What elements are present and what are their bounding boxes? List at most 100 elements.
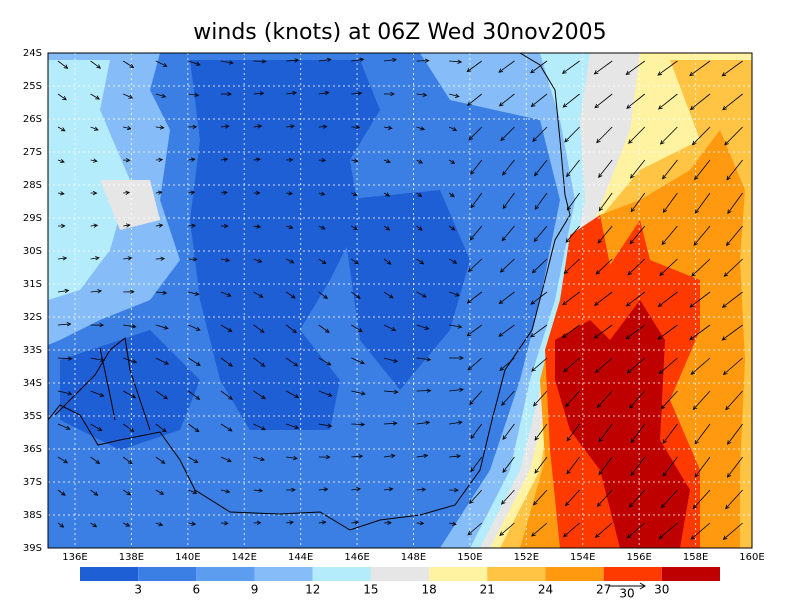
- wind-arrow-head: [500, 136, 505, 142]
- wind-arrow: [470, 423, 483, 439]
- lon-label: 154E: [570, 552, 595, 563]
- wind-arrow-head: [594, 301, 599, 306]
- wind-arrow-head: [466, 331, 472, 337]
- wind-arrow-head: [157, 190, 163, 195]
- wind-arrow-head: [66, 322, 72, 327]
- wind-arrow-head: [452, 521, 457, 526]
- wind-arrow-head: [387, 125, 393, 130]
- wind-arrow-head: [260, 457, 265, 462]
- wind-arrow-head: [131, 324, 137, 329]
- wind-arrow: [155, 191, 162, 194]
- wind-arrow: [220, 258, 230, 262]
- wind-arrow: [188, 357, 201, 366]
- wind-arrow: [630, 456, 646, 476]
- wind-arrow: [90, 93, 100, 100]
- wind-arrow-head: [354, 520, 360, 525]
- wind-arrow-head: [360, 391, 366, 396]
- lat-label: 27S: [23, 147, 42, 158]
- wind-arrow-head: [534, 436, 539, 441]
- wind-arrow: [502, 159, 515, 176]
- wind-arrow: [630, 423, 646, 443]
- wind-arrow: [383, 59, 397, 62]
- wind-arrow-head: [320, 191, 326, 196]
- wind-arrow-head: [358, 454, 364, 459]
- wind-arrow: [57, 357, 72, 360]
- wind-arrow: [253, 291, 264, 298]
- wind-arrow: [598, 456, 613, 475]
- wind-arrow-head: [290, 294, 296, 299]
- wind-arrow-head: [64, 288, 70, 294]
- wind-arrow: [500, 258, 515, 273]
- wind-arrow: [658, 522, 678, 539]
- wind-arrow-head: [261, 395, 266, 400]
- reference-vector: 30: [610, 582, 646, 600]
- wind-arrow: [90, 357, 105, 361]
- wind-arrow-head: [160, 459, 166, 464]
- wind-arrow-head: [388, 294, 394, 299]
- wind-arrow: [470, 159, 483, 175]
- wind-arrow: [449, 421, 462, 425]
- colorbar-label: 6: [193, 583, 201, 597]
- wind-arrow: [351, 92, 362, 95]
- wind-arrow: [689, 60, 711, 76]
- wind-arrow-head: [626, 369, 632, 374]
- wind-arrow: [122, 489, 131, 496]
- wind-arrow-head: [227, 327, 233, 332]
- wind-arrow: [657, 60, 678, 76]
- wind-arrow: [534, 159, 548, 176]
- wind-arrow-head: [227, 427, 233, 432]
- wind-arrow: [155, 93, 166, 98]
- wind-arrow: [727, 423, 743, 445]
- wind-arrow: [449, 455, 461, 458]
- wind-arrow-head: [467, 530, 473, 536]
- wind-arrow: [627, 258, 646, 276]
- wind-arrow-head: [689, 335, 694, 341]
- wind-arrow-head: [357, 91, 363, 96]
- wind-arrow: [123, 357, 137, 363]
- wind-arrow-head: [195, 61, 201, 66]
- wind-arrow-head: [694, 209, 700, 214]
- wind-arrow-head: [63, 64, 69, 69]
- wind-arrow-head: [288, 157, 294, 163]
- wind-arrow-head: [163, 325, 169, 330]
- wind-arrow-head: [293, 455, 298, 461]
- wind-arrow: [533, 489, 548, 506]
- colorbar-label: 18: [421, 583, 436, 597]
- wind-arrow-head: [228, 395, 233, 400]
- wind-arrow-head: [421, 293, 427, 298]
- wind-arrow-head: [566, 436, 571, 442]
- wind-arrow-head: [501, 236, 507, 242]
- wind-arrow: [502, 192, 515, 209]
- wind-arrow: [318, 324, 330, 333]
- wind-arrow: [658, 93, 678, 110]
- wind-arrow: [57, 390, 72, 395]
- wind-arrow: [253, 423, 266, 431]
- wind-arrow: [318, 225, 326, 230]
- wind-speed-field: [47, 52, 752, 548]
- wind-arrow-head: [419, 521, 425, 526]
- wind-arrow: [499, 93, 515, 107]
- wind-arrow-head: [466, 299, 472, 304]
- wind-arrow: [658, 291, 678, 307]
- lat-label: 29S: [23, 213, 42, 224]
- wind-arrow-head: [530, 300, 536, 305]
- wind-arrow-head: [392, 57, 397, 63]
- wind-arrow: [448, 225, 455, 231]
- colorbar-swatch: [370, 567, 430, 581]
- wind-arrow-head: [191, 521, 197, 526]
- wind-arrow-head: [261, 426, 266, 431]
- wind-arrow: [626, 60, 646, 75]
- wind-arrow-head: [158, 522, 164, 527]
- wind-arrow-head: [450, 159, 456, 165]
- wind-arrow-head: [694, 439, 699, 445]
- wind-arrow-head: [693, 241, 698, 246]
- wind-arrow: [318, 126, 327, 128]
- wind-arrow-head: [417, 226, 423, 231]
- wind-arrow-head: [658, 534, 664, 540]
- wind-arrow-head: [327, 392, 333, 397]
- wind-arrow: [188, 191, 195, 194]
- wind-arrow-head: [223, 223, 229, 229]
- coastline: [99, 347, 116, 421]
- wind-arrow: [220, 357, 233, 367]
- wind-arrow: [383, 225, 390, 231]
